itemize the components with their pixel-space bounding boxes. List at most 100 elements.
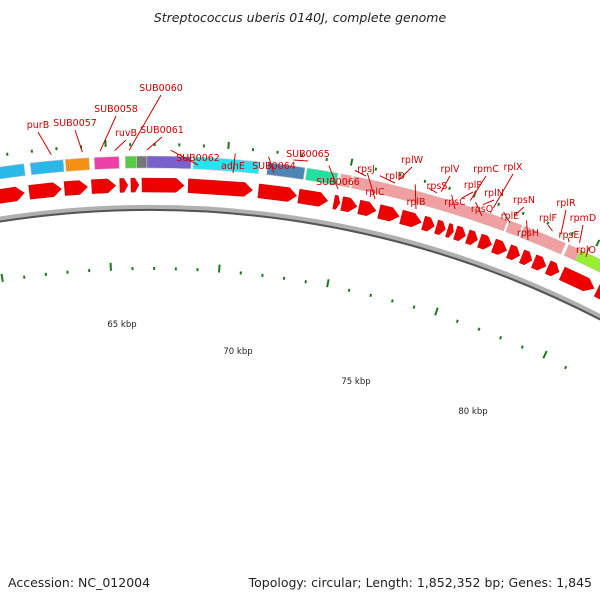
cds-arrow	[491, 238, 508, 255]
gene-label-adhE: adhE	[221, 161, 245, 172]
accession-text: Accession: NC_012004	[8, 575, 151, 590]
gene-label-SUB0057: SUB0057	[53, 118, 97, 129]
gene-label-rplR: rplR	[556, 198, 576, 209]
gene-label-rpsH: rpsH	[517, 228, 539, 239]
leader-line	[567, 237, 570, 243]
scale-tick	[542, 350, 548, 359]
leader-line	[354, 169, 367, 177]
scale-tick	[390, 299, 394, 303]
scale-tick	[218, 264, 221, 273]
cds-arrow	[506, 244, 521, 261]
gene-block	[0, 163, 26, 180]
leader-line	[451, 194, 456, 210]
scale-tick	[412, 305, 416, 309]
scale-ticks	[0, 139, 600, 370]
cds-arrow	[377, 204, 400, 222]
gene-block	[350, 175, 509, 232]
leader-line	[503, 211, 511, 224]
cds-arrow	[297, 188, 329, 207]
gene-label-purB: purB	[27, 120, 49, 131]
cds-arrow	[119, 178, 129, 193]
axis-label: 75 kbp	[341, 377, 370, 387]
gene-label-rpsE: rpsE	[559, 230, 580, 241]
gene-block	[338, 173, 352, 188]
gene-block	[136, 155, 148, 169]
gene-blocks	[0, 155, 600, 273]
scale-tick	[546, 221, 550, 225]
backbone-arc	[0, 205, 600, 321]
gene-label-rpsN: rpsN	[513, 195, 535, 206]
scale-tick	[369, 293, 373, 298]
gene-block	[124, 155, 138, 169]
leader-line	[461, 191, 474, 199]
leader-line	[414, 184, 417, 210]
gene-label-rplV: rplV	[440, 164, 460, 175]
gene-label-rplC: rplC	[365, 187, 385, 198]
cds-arrow	[91, 178, 117, 194]
leader-line	[99, 115, 117, 152]
cds-arrow	[530, 254, 547, 271]
cds-arrow	[519, 249, 533, 266]
gene-block	[266, 162, 306, 180]
cds-arrow	[63, 180, 88, 196]
scale-tick	[497, 202, 501, 207]
leader-line	[268, 156, 275, 174]
cds-arrow	[399, 209, 422, 228]
cds-arrow	[445, 223, 454, 238]
leader-line	[128, 94, 162, 151]
gene-labels: purB SUB0057 SUB0058 ruvB SUB0060 SUB0061 SUB0…	[27, 83, 597, 256]
scale-tick	[570, 231, 574, 236]
gene-label-rpmD: rpmD	[570, 213, 597, 224]
leader-line	[379, 175, 396, 184]
cds-arrow	[257, 183, 298, 202]
genome-backbone	[0, 205, 600, 321]
cds-arrow	[0, 186, 25, 204]
scale-tick	[455, 319, 459, 324]
gene-label-rplE: rplE	[501, 211, 520, 222]
leader-line	[492, 173, 514, 209]
leader-line	[328, 165, 339, 190]
label-leaders	[37, 94, 590, 258]
gene-label-SUB0061: SUB0061	[140, 125, 184, 136]
leader-line	[428, 187, 438, 194]
leader-line	[560, 209, 567, 235]
scale-tick	[521, 211, 525, 216]
cds-arrow	[434, 219, 446, 235]
axis-label: 70 kbp	[223, 347, 252, 357]
cds-arrow	[340, 196, 358, 213]
cds-arrow	[544, 260, 560, 277]
gene-label-rpsC: rpsC	[444, 197, 466, 208]
cds-arrow	[130, 177, 140, 193]
cds-arrow	[187, 178, 253, 197]
cds-arrow	[357, 199, 377, 216]
gene-label-SUB0062: SUB0062	[176, 153, 220, 164]
leader-line	[525, 220, 529, 241]
cds-arrow	[558, 266, 595, 292]
gene-label-rpsJ: rpsJ	[357, 164, 375, 175]
leader-line	[579, 224, 584, 243]
gene-block	[29, 159, 65, 176]
cds-arrow	[421, 215, 435, 232]
gene-label-ruvB: ruvB	[115, 128, 137, 139]
scale-tick	[399, 173, 402, 177]
leader-line	[293, 159, 309, 162]
topology-text: Topology: circular; Length: 1,852,352 bp…	[248, 575, 592, 590]
leader-line	[74, 129, 83, 153]
scale-tick	[434, 307, 439, 316]
scale-tick	[0, 273, 4, 283]
scale-tick	[304, 280, 307, 284]
axis-labels: 65 kbp 70 kbp 75 kbp 80 kbp	[107, 320, 487, 417]
gene-label-rplD: rplD	[385, 171, 405, 182]
scale-tick	[595, 239, 600, 247]
axis-label: 80 kbp	[458, 407, 487, 417]
scale-tick	[349, 158, 354, 166]
leader-line	[547, 224, 553, 232]
gene-label-rpmC: rpmC	[473, 164, 499, 175]
leader-line	[232, 153, 236, 174]
gene-block	[146, 155, 192, 170]
gene-label-rpsQ: rpsQ	[471, 204, 493, 215]
gene-block	[505, 220, 523, 237]
gene-label-SUB0065: SUB0065	[286, 149, 330, 160]
gene-label-SUB0066: SUB0066	[316, 177, 360, 188]
